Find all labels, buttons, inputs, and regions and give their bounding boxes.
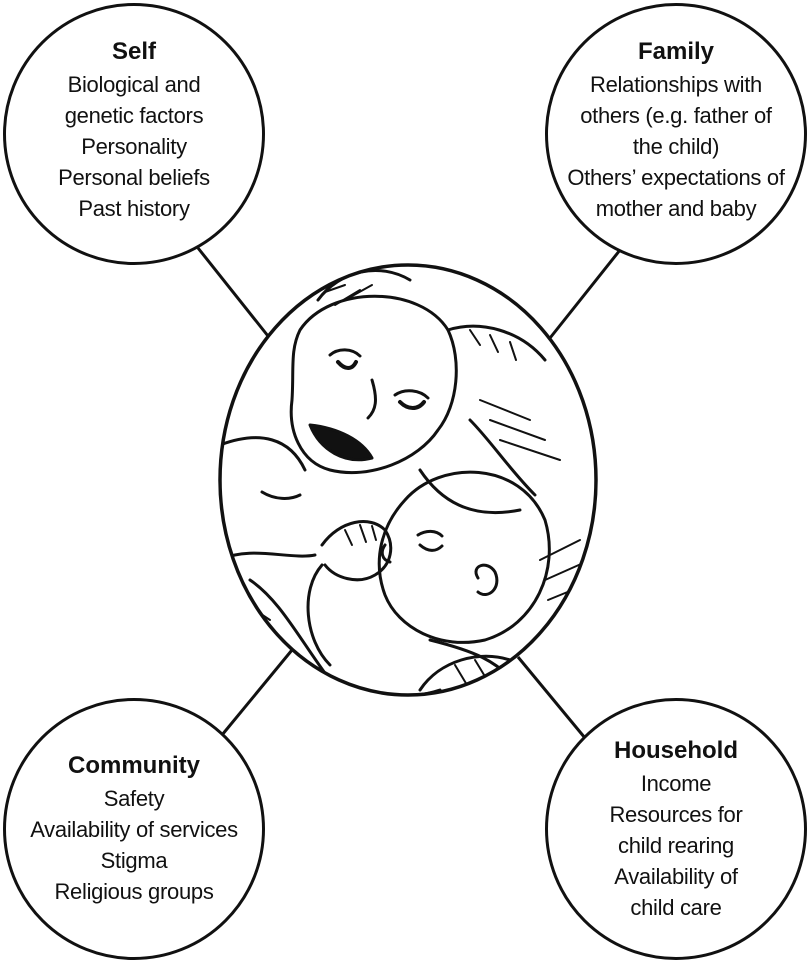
node-text-line: Availability of	[614, 863, 738, 889]
node-text-line: Safety	[103, 786, 165, 811]
node-text-line: mother and baby	[595, 195, 757, 221]
connector-self	[196, 247, 270, 337]
node-text-line: Religious groups	[54, 879, 214, 904]
node-title-household: Household	[614, 736, 738, 764]
node-title-community: Community	[68, 752, 200, 779]
node-text-line: Stigma	[100, 848, 168, 873]
node-title-self: Self	[111, 37, 156, 65]
node-text-line: Biological and	[67, 71, 201, 97]
node-text-line: others (e.g. father of	[580, 102, 772, 128]
mother-and-baby-icon	[218, 263, 598, 697]
node-text-line: Availability of services	[30, 817, 238, 842]
node-text-line: genetic factors	[64, 102, 204, 128]
node-text-line: Relationships with	[590, 71, 762, 97]
connector-family	[548, 249, 622, 339]
node-family: Family Relationships with others (e.g. f…	[545, 3, 807, 265]
node-text-line: child rearing	[618, 832, 734, 858]
node-text-line: the child)	[632, 133, 720, 159]
node-text-line: Personality	[81, 133, 187, 159]
connector-household	[516, 656, 587, 739]
connector-community	[220, 649, 294, 736]
node-title-family: Family	[637, 37, 715, 65]
node-community: Community Safety Availability of service…	[3, 698, 265, 960]
node-text-line: child care	[630, 894, 722, 920]
node-text-line: Resources for	[609, 801, 743, 827]
node-text-line: Personal beliefs	[58, 164, 210, 190]
node-text-line: Others’ expectations of	[567, 164, 785, 190]
node-household: Household Income Resources for child rea…	[545, 698, 807, 960]
node-text-line: Past history	[78, 195, 190, 221]
node-self: Self Biological and genetic factors Pers…	[3, 3, 265, 265]
node-text-line: Income	[640, 770, 712, 796]
